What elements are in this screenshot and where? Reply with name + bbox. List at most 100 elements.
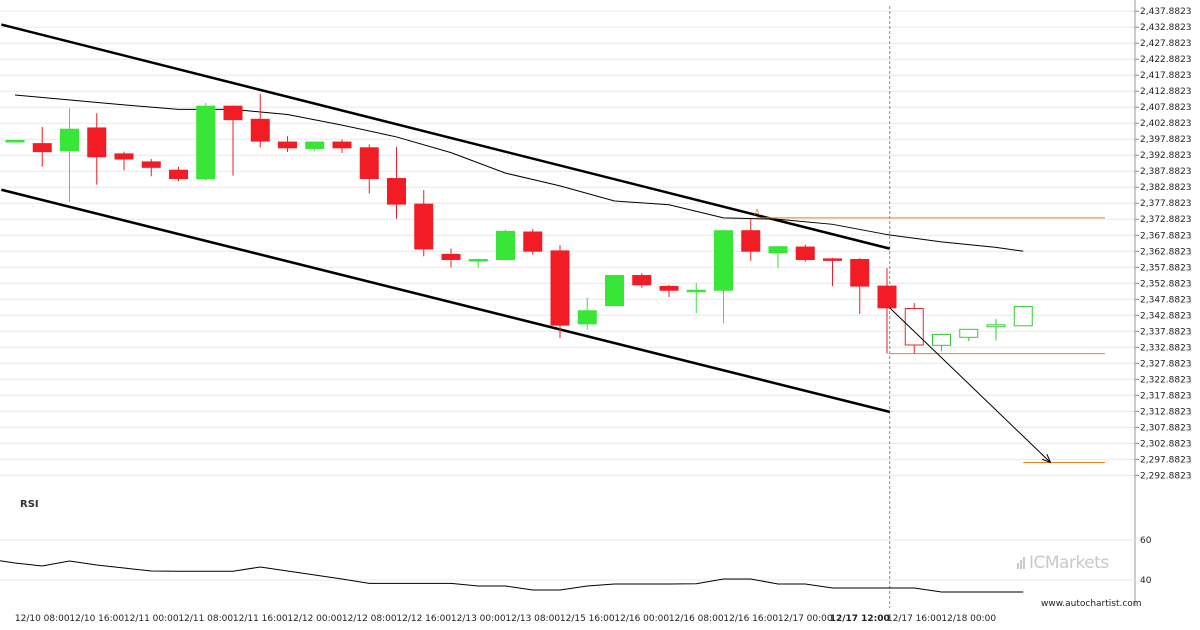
- x-tick-label: 12/13 00:00: [451, 614, 506, 624]
- x-tick-label: 12/13 08:00: [505, 614, 560, 624]
- rsi-line: [0, 560, 1024, 593]
- candle-body: [332, 141, 352, 149]
- channel-upper-line: [1, 23, 891, 250]
- candle-body: [278, 141, 297, 149]
- y-tick-label: 2,437.8823: [1140, 7, 1192, 17]
- x-tick-label: 12/12 08:00: [342, 614, 397, 624]
- x-tick-label: 12/12 00:00: [287, 614, 342, 624]
- candle-body: [359, 147, 379, 180]
- x-tick-label: 12/11 08:00: [178, 614, 233, 624]
- resistance-marker: A: [754, 208, 760, 217]
- y-tick-label: 2,337.8823: [1140, 327, 1192, 337]
- y-tick-label: 2,327.8823: [1140, 359, 1192, 369]
- candle-body: [795, 246, 815, 261]
- rsi-tick-label: 40: [1140, 576, 1152, 586]
- x-tick-label: 12/16 00:00: [614, 614, 669, 624]
- candle-body: [659, 285, 679, 291]
- x-tick-label: 12/11 00:00: [124, 614, 179, 624]
- candle-body: [441, 253, 461, 261]
- candle-body: [305, 141, 325, 149]
- y-tick-label: 2,302.8823: [1140, 439, 1192, 449]
- forecast-arrow: [889, 307, 1051, 463]
- brand-watermark: ICMarkets: [1017, 553, 1109, 574]
- y-tick-label: 2,292.8823: [1140, 471, 1192, 481]
- candle-body: [60, 128, 79, 152]
- candle-body: [768, 246, 788, 254]
- channel-lower-line: [1, 188, 891, 414]
- candle-body: [414, 203, 434, 250]
- y-tick-label: 2,332.8823: [1140, 343, 1192, 353]
- candle-body: [686, 289, 706, 293]
- rsi-tick-label: 60: [1140, 536, 1152, 546]
- candle-body: [223, 105, 243, 121]
- projected-candle-body: [959, 328, 979, 338]
- projected-candle-body: [932, 333, 951, 346]
- y-tick-label: 2,297.8823: [1140, 455, 1192, 465]
- candle-body: [714, 230, 733, 291]
- y-tick-label: 2,307.8823: [1140, 423, 1192, 433]
- x-tick-label: 12/15 16:00: [560, 614, 615, 624]
- y-tick-label: 2,427.8823: [1140, 39, 1192, 49]
- y-tick-label: 2,397.8823: [1140, 135, 1192, 145]
- candle-body: [114, 153, 134, 160]
- forecast-arrow-head: [1041, 454, 1052, 464]
- candle-body: [141, 161, 161, 168]
- y-tick-label: 2,392.8823: [1140, 151, 1192, 161]
- x-tick-label: 12/10 16:00: [69, 614, 124, 624]
- y-tick-label: 2,422.8823: [1140, 55, 1192, 65]
- candle-body: [550, 250, 570, 326]
- y-tick-label: 2,322.8823: [1140, 375, 1192, 385]
- y-tick-label: 2,357.8823: [1140, 263, 1192, 273]
- projected-candle-body: [904, 308, 924, 346]
- candle-body: [468, 259, 488, 262]
- y-tick-label: 2,377.8823: [1140, 199, 1192, 209]
- y-tick-label: 2,387.8823: [1140, 167, 1192, 177]
- y-tick-label: 2,372.8823: [1140, 215, 1192, 225]
- candle-body: [877, 285, 897, 309]
- y-tick-label: 2,352.8823: [1140, 279, 1192, 289]
- candle-body: [523, 231, 543, 252]
- moving-average-line: [14, 94, 1024, 252]
- candle-body: [169, 169, 188, 180]
- x-tick-label: 12/16 08:00: [669, 614, 724, 624]
- y-tick-label: 2,342.8823: [1140, 311, 1192, 321]
- y-tick-label: 2,362.8823: [1140, 247, 1192, 257]
- y-tick-label: 2,347.8823: [1140, 295, 1192, 305]
- candle-body: [605, 275, 624, 307]
- candle-body: [32, 143, 52, 153]
- candle-body: [387, 178, 406, 205]
- x-tick-label: 12/10 08:00: [15, 614, 70, 624]
- x-tick-label: 12/16 16:00: [723, 614, 778, 624]
- x-tick-label: 12/17 00:00: [778, 614, 833, 624]
- y-tick-label: 2,312.8823: [1140, 407, 1192, 417]
- candle-body: [496, 230, 515, 261]
- candle-body: [250, 118, 270, 142]
- candle-body: [850, 259, 870, 287]
- y-tick-label: 2,407.8823: [1140, 103, 1192, 113]
- candle-body: [823, 258, 842, 261]
- x-tick-label: 12/11 16:00: [233, 614, 288, 624]
- x-tick-label: 12/12 16:00: [396, 614, 451, 624]
- y-tick-label: 2,432.8823: [1140, 23, 1192, 33]
- candle-body: [196, 105, 216, 180]
- y-tick-label: 2,402.8823: [1140, 119, 1192, 129]
- y-tick-label: 2,317.8823: [1140, 391, 1192, 401]
- candle-body: [577, 310, 597, 325]
- website-label[interactable]: www.autochartist.com: [1041, 599, 1142, 609]
- y-tick-label: 2,382.8823: [1140, 183, 1192, 193]
- y-tick-label: 2,412.8823: [1140, 87, 1192, 97]
- y-tick-label: 2,367.8823: [1140, 231, 1192, 241]
- projected-candle-body: [986, 324, 1006, 328]
- projected-candle-body: [1013, 306, 1033, 327]
- rsi-label: RSI: [20, 499, 39, 510]
- x-tick-label: 12/17 12:00: [830, 614, 890, 624]
- candle-body: [5, 139, 25, 143]
- candle-body: [741, 230, 761, 252]
- brand-logo-icon: [1017, 554, 1026, 574]
- brand-name: ICMarkets: [1029, 553, 1109, 573]
- x-tick-label: 12/18 00:00: [941, 614, 996, 624]
- candle-body: [632, 275, 652, 286]
- x-tick-label: 12/17 16:00: [887, 614, 942, 624]
- y-tick-label: 2,417.8823: [1140, 71, 1192, 81]
